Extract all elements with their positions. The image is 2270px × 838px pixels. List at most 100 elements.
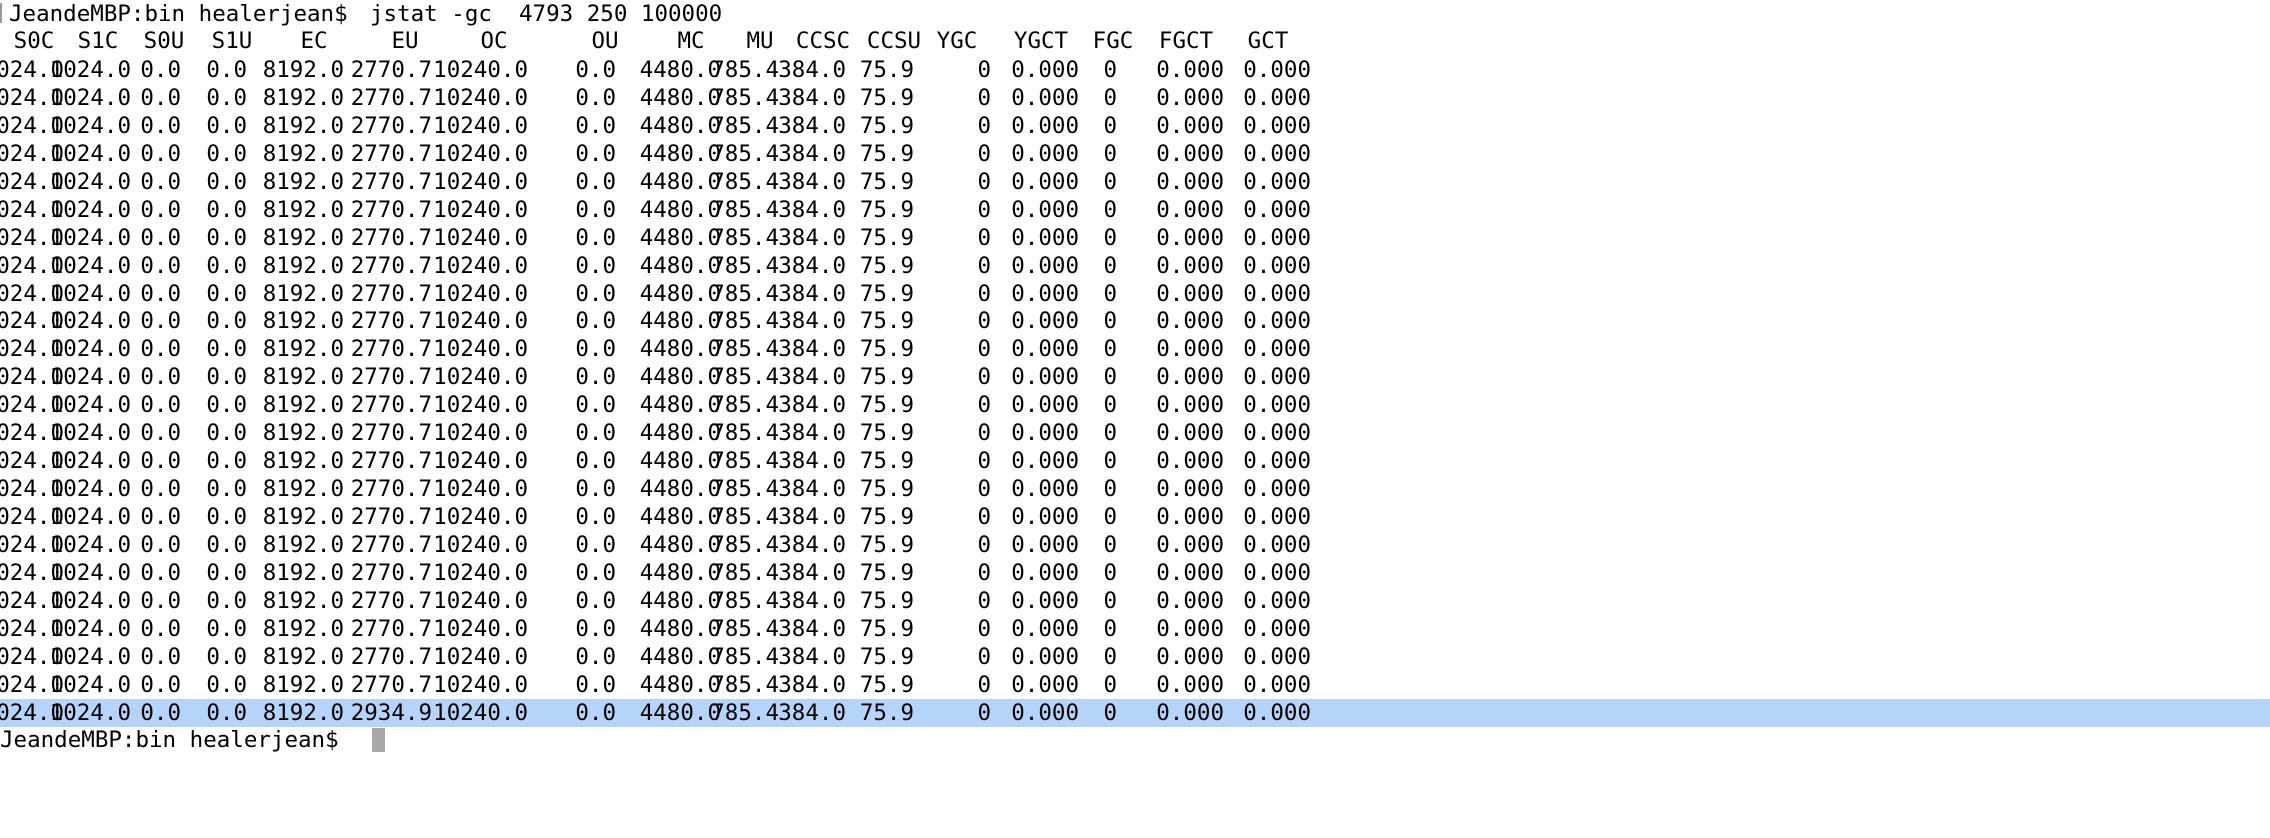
cell-s1u: 0.0 (206, 559, 247, 586)
cell-ou: 0.0 (575, 699, 616, 726)
cell-s0u: 0.0 (140, 112, 181, 139)
cell-ou: 0.0 (575, 252, 616, 279)
cell-ygct: 0.000 (1011, 224, 1079, 251)
cell-oc: 10240.0 (433, 699, 528, 726)
cell-ccsu: 75.9 (859, 364, 914, 391)
cell-oc: 10240.0 (433, 392, 528, 419)
cell-fgct: 0.000 (1156, 84, 1224, 111)
cell-fgc: 0 (1103, 699, 1117, 726)
cell-oc: 10240.0 (433, 57, 528, 83)
cell-s1c: 1024.0 (49, 57, 131, 83)
cell-ccsc: 384.0 (778, 671, 846, 698)
cell-fgct: 0.000 (1156, 699, 1224, 726)
cell-s0u: 0.0 (140, 504, 181, 530)
cell-mu: 785.4 (711, 336, 779, 363)
cell-s1u: 0.0 (206, 699, 247, 726)
column-header-ccsu: CCSU (866, 28, 922, 54)
cell-ygct: 0.000 (1011, 476, 1079, 503)
cell-fgct: 0.000 (1156, 57, 1224, 83)
cell-ec: 8192.0 (262, 559, 344, 586)
cell-s1u: 0.0 (206, 392, 247, 419)
cell-s1c: 1024.0 (49, 671, 131, 698)
cell-ygc: 0 (977, 531, 991, 558)
cell-s0u: 0.0 (140, 280, 181, 307)
cell-mc: 4480.0 (639, 196, 721, 223)
cell-gct: 0.000 (1243, 57, 1311, 83)
command-prompt: JeandeMBP:bin healerjean$ (9, 1, 348, 27)
cell-ygct: 0.000 (1011, 671, 1079, 698)
cell-s0u: 0.0 (140, 364, 181, 391)
cell-fgct: 0.000 (1156, 476, 1224, 503)
cell-ygc: 0 (977, 392, 991, 419)
cell-s0u: 0.0 (140, 168, 181, 195)
cell-gct: 0.000 (1243, 643, 1311, 670)
cell-oc: 10240.0 (433, 252, 528, 279)
cell-s1c: 1024.0 (49, 280, 131, 307)
cell-gct: 0.000 (1243, 252, 1311, 279)
cell-s0u: 0.0 (140, 671, 181, 698)
cell-ec: 8192.0 (262, 196, 344, 223)
cell-ou: 0.0 (575, 448, 616, 475)
cell-mu: 785.4 (711, 420, 779, 447)
cell-eu: 2770.7 (350, 420, 432, 447)
cell-ou: 0.0 (575, 420, 616, 447)
cell-fgc: 0 (1103, 671, 1117, 698)
cell-ccsc: 384.0 (778, 308, 846, 335)
cell-eu: 2770.7 (350, 252, 432, 279)
cell-s1c: 1024.0 (49, 392, 131, 419)
cell-mc: 4480.0 (639, 643, 721, 670)
cell-s1u: 0.0 (206, 112, 247, 139)
cell-s0u: 0.0 (140, 57, 181, 83)
cell-gct: 0.000 (1243, 336, 1311, 363)
cell-fgct: 0.000 (1156, 392, 1224, 419)
cell-eu: 2934.9 (350, 699, 432, 726)
cell-fgc: 0 (1103, 84, 1117, 111)
cell-ccsu: 75.9 (859, 168, 914, 195)
cell-ygc: 0 (977, 140, 991, 167)
terminal-window[interactable]: JeandeMBP:bin healerjean$ jstat -gc 4793… (0, 0, 2270, 760)
cell-oc: 10240.0 (433, 112, 528, 139)
cell-mc: 4480.0 (639, 308, 721, 335)
cell-s1c: 1024.0 (49, 559, 131, 586)
cell-fgc: 0 (1103, 559, 1117, 586)
cell-ec: 8192.0 (262, 643, 344, 670)
cell-s1u: 0.0 (206, 224, 247, 251)
cell-eu: 2770.7 (350, 196, 432, 223)
cell-mc: 4480.0 (639, 420, 721, 447)
cell-s0u: 0.0 (140, 587, 181, 614)
cell-mu: 785.4 (711, 448, 779, 475)
cell-ccsu: 75.9 (859, 504, 914, 530)
cell-s1u: 0.0 (206, 587, 247, 614)
prompt-line[interactable]: JeandeMBP:bin healerjean$ (0, 726, 2270, 754)
cell-gct: 0.000 (1243, 476, 1311, 503)
cell-gct: 0.000 (1243, 392, 1311, 419)
cell-ygct: 0.000 (1011, 587, 1079, 614)
cell-s0u: 0.0 (140, 559, 181, 586)
cell-gct: 0.000 (1243, 112, 1311, 139)
cell-ou: 0.0 (575, 615, 616, 642)
cell-ccsc: 384.0 (778, 559, 846, 586)
cell-mc: 4480.0 (639, 504, 721, 530)
cell-ygc: 0 (977, 224, 991, 251)
cell-s1u: 0.0 (206, 168, 247, 195)
cell-s1c: 1024.0 (49, 699, 131, 726)
cell-fgct: 0.000 (1156, 448, 1224, 475)
cell-eu: 2770.7 (350, 57, 432, 83)
cell-ccsu: 75.9 (859, 643, 914, 670)
cell-s0c: 1024.0 (0, 615, 64, 642)
cell-oc: 10240.0 (433, 476, 528, 503)
cell-gct: 0.000 (1243, 448, 1311, 475)
scroll-marker (0, 3, 2, 23)
cell-ccsu: 75.9 (859, 252, 914, 279)
cell-ccsc: 384.0 (778, 57, 846, 83)
cell-ec: 8192.0 (262, 476, 344, 503)
cell-s1u: 0.0 (206, 531, 247, 558)
cell-ou: 0.0 (575, 196, 616, 223)
